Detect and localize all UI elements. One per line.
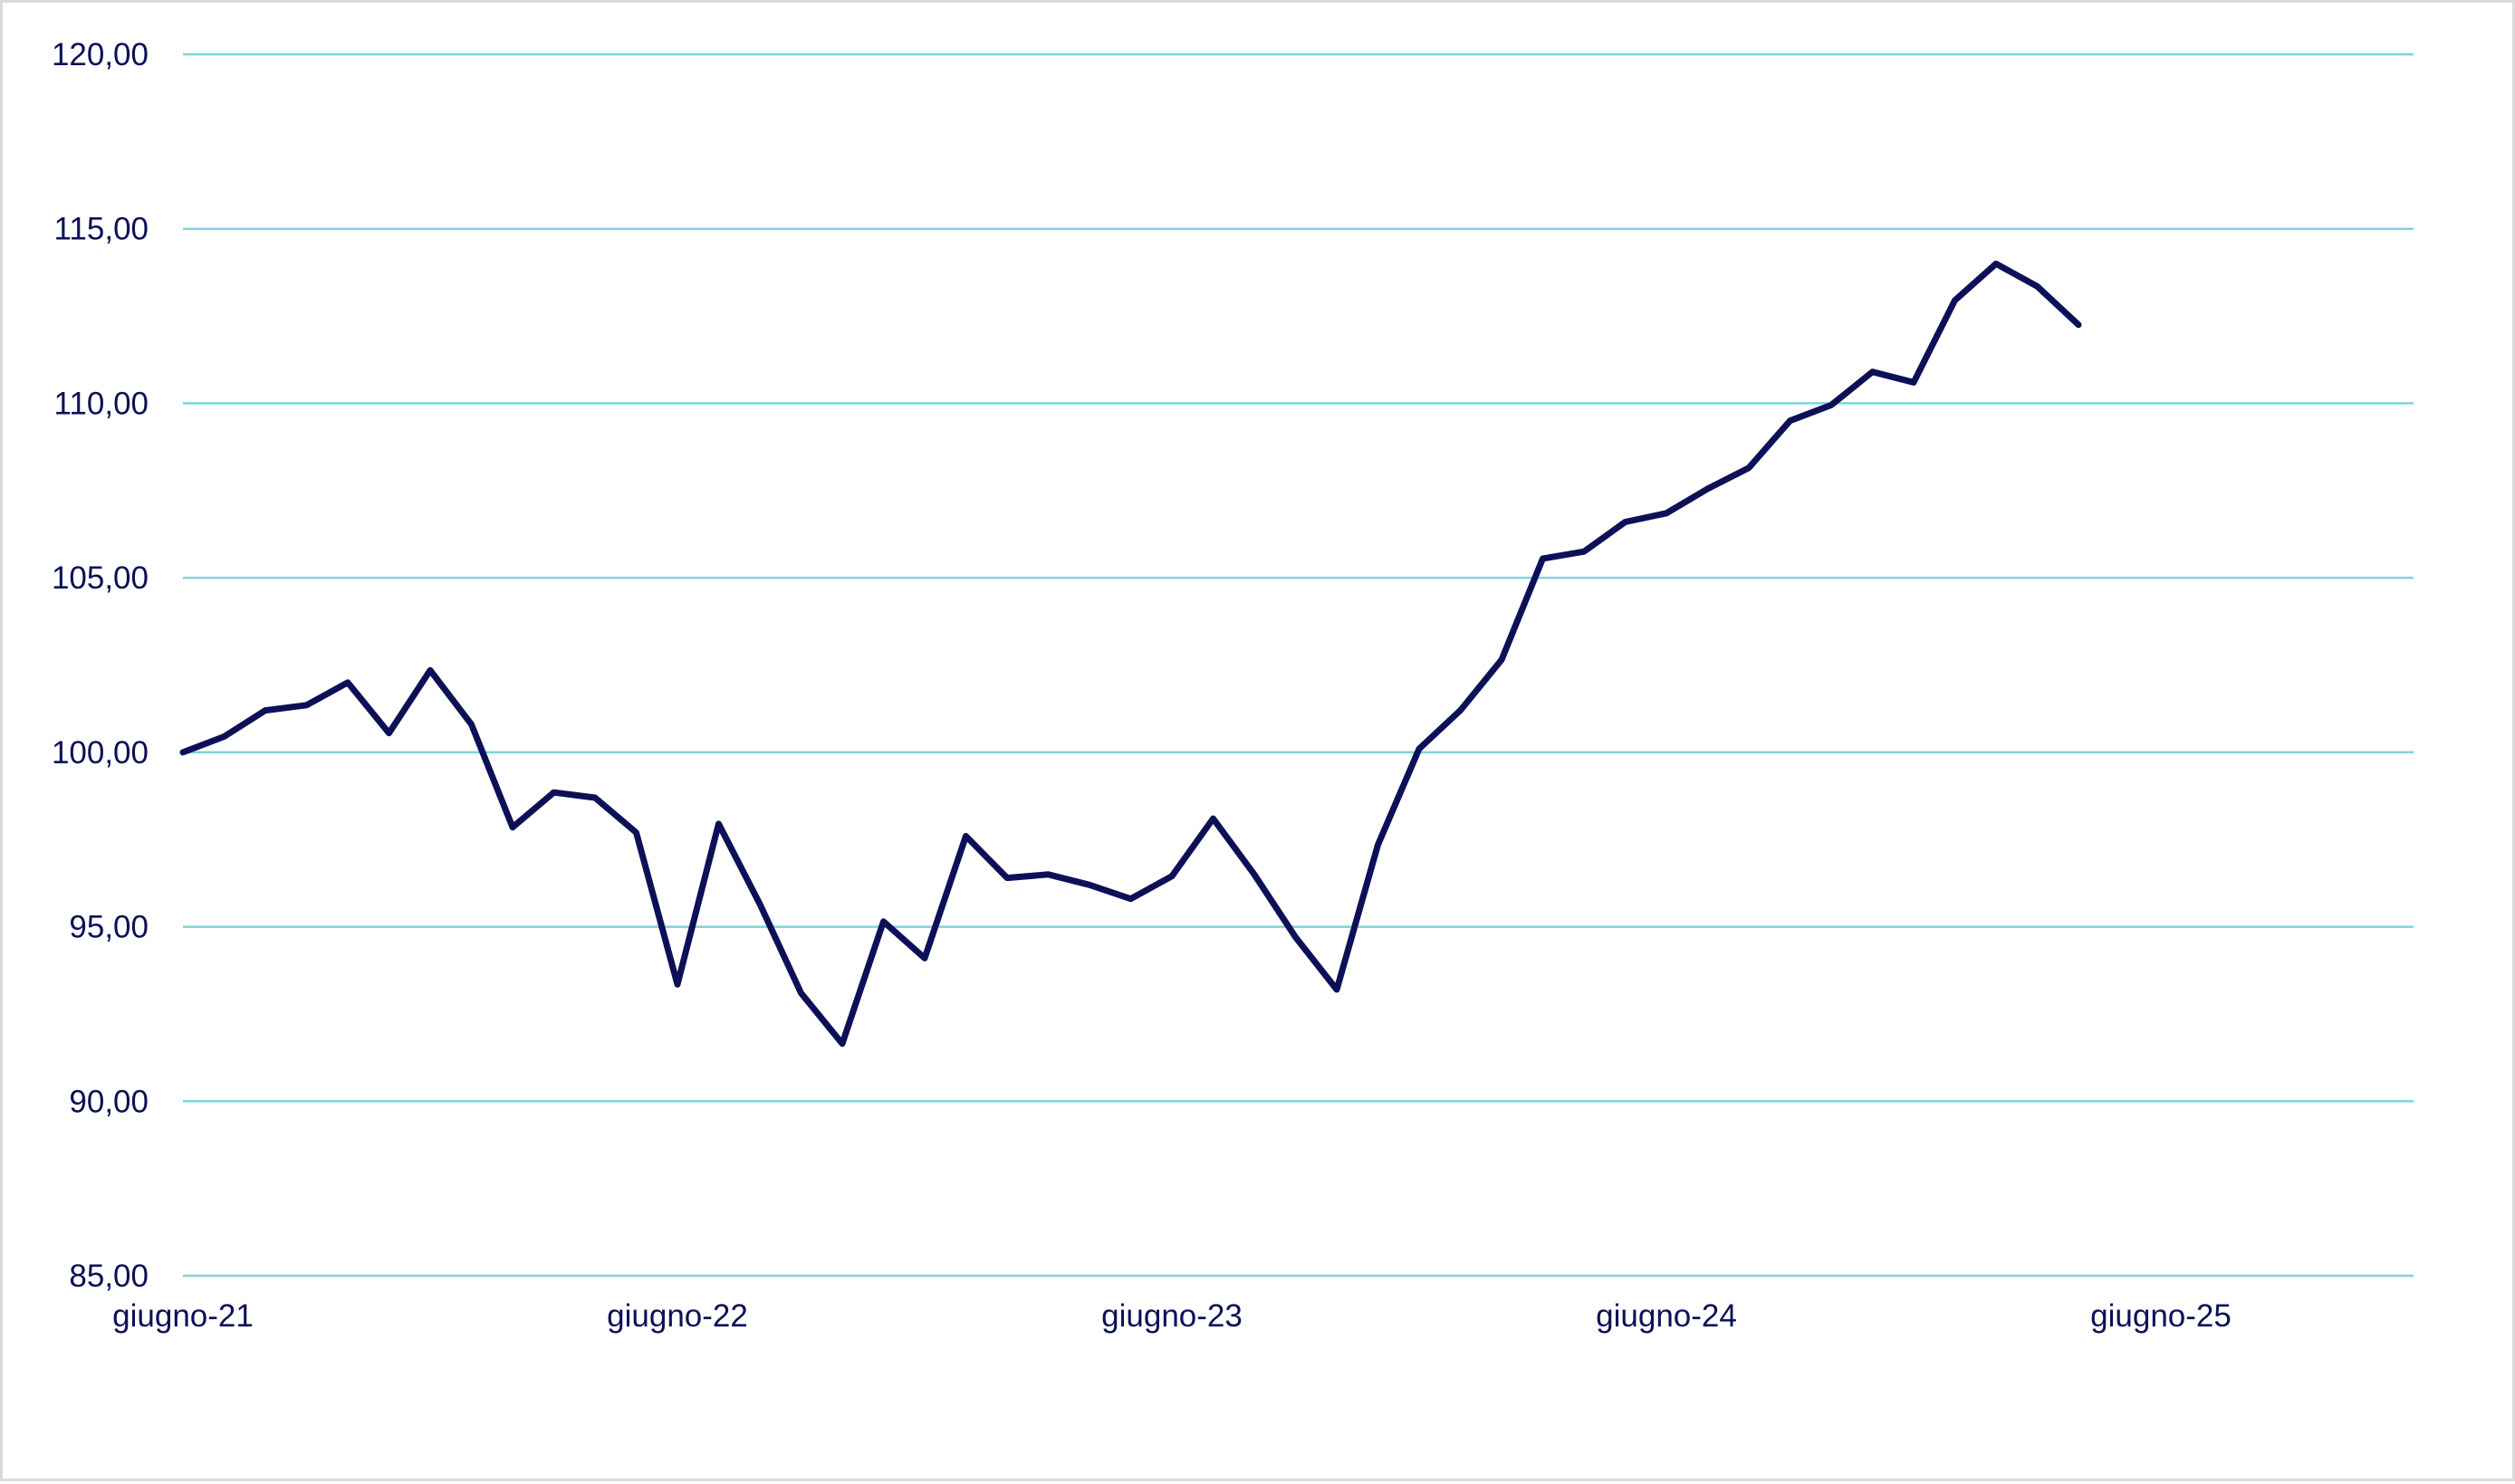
data-point (1623, 519, 1628, 524)
data-point (881, 919, 887, 924)
data-point (922, 955, 927, 961)
x-axis: giugno-21 giugno-22 giugno-23 giugno-24 giug… (112, 1298, 2232, 1334)
data-point (1664, 511, 1669, 516)
data-point (1788, 418, 1793, 424)
data-point (552, 790, 557, 795)
line-chart: 85,00 90,00 95,00 100,00 105,00 110,00 115,00 1… (52, 37, 2414, 1334)
x-tick-label: giugno-23 (1101, 1298, 1243, 1334)
y-tick-label: 90,00 (69, 1084, 149, 1119)
data-point (1746, 465, 1752, 471)
data-point (1416, 746, 1422, 752)
data-point (1087, 882, 1092, 887)
y-tick-label: 105,00 (52, 560, 149, 596)
data-point (222, 734, 227, 740)
series-layer (179, 260, 2082, 1048)
y-tick-label: 95,00 (69, 910, 149, 945)
data-point (304, 703, 310, 708)
x-tick-label: giugno-24 (1596, 1298, 1737, 1334)
data-point (1705, 486, 1711, 492)
data-point (1211, 816, 1216, 821)
y-tick-label: 120,00 (52, 37, 149, 72)
data-point (510, 825, 515, 830)
data-point (1252, 872, 1257, 877)
data-point (345, 680, 350, 685)
data-point (592, 795, 598, 800)
y-axis: 85,00 90,00 95,00 100,00 105,00 110,00 115,00 1… (52, 37, 149, 1294)
series-line (179, 260, 2082, 1048)
y-tick-label: 85,00 (69, 1259, 149, 1294)
data-point (1458, 708, 1464, 713)
y-tick-label: 115,00 (54, 212, 149, 247)
data-point (180, 750, 186, 755)
data-point (1829, 402, 1834, 407)
data-point (1334, 987, 1339, 992)
data-point (1293, 934, 1299, 940)
data-point (634, 830, 639, 836)
data-point (716, 821, 722, 827)
data-point (2076, 322, 2081, 328)
data-point (1046, 872, 1051, 877)
x-tick-label: giugno-21 (112, 1298, 254, 1334)
data-point (1870, 369, 1876, 375)
data-point (1993, 261, 1999, 266)
data-point (2035, 283, 2040, 289)
y-tick-label: 110,00 (54, 386, 149, 421)
data-point (263, 708, 268, 713)
data-point (799, 991, 804, 996)
data-point (840, 1041, 845, 1047)
y-tick-label: 100,00 (52, 735, 149, 771)
data-point (1376, 842, 1381, 847)
gridlines (183, 53, 2414, 1278)
data-point (757, 902, 763, 907)
data-point (1911, 379, 1916, 385)
data-point (1128, 896, 1134, 902)
data-point (1581, 549, 1587, 554)
data-point (1004, 876, 1010, 881)
x-tick-label: giugno-25 (2090, 1298, 2232, 1334)
x-tick-label: giugno-22 (607, 1298, 748, 1334)
data-point (1169, 874, 1175, 879)
data-point (387, 731, 392, 736)
data-point (1499, 657, 1504, 663)
data-point (964, 833, 969, 838)
data-point (1541, 556, 1546, 561)
data-point (427, 667, 433, 673)
data-point (1953, 298, 1958, 303)
data-point (675, 981, 680, 987)
data-point (469, 722, 475, 727)
